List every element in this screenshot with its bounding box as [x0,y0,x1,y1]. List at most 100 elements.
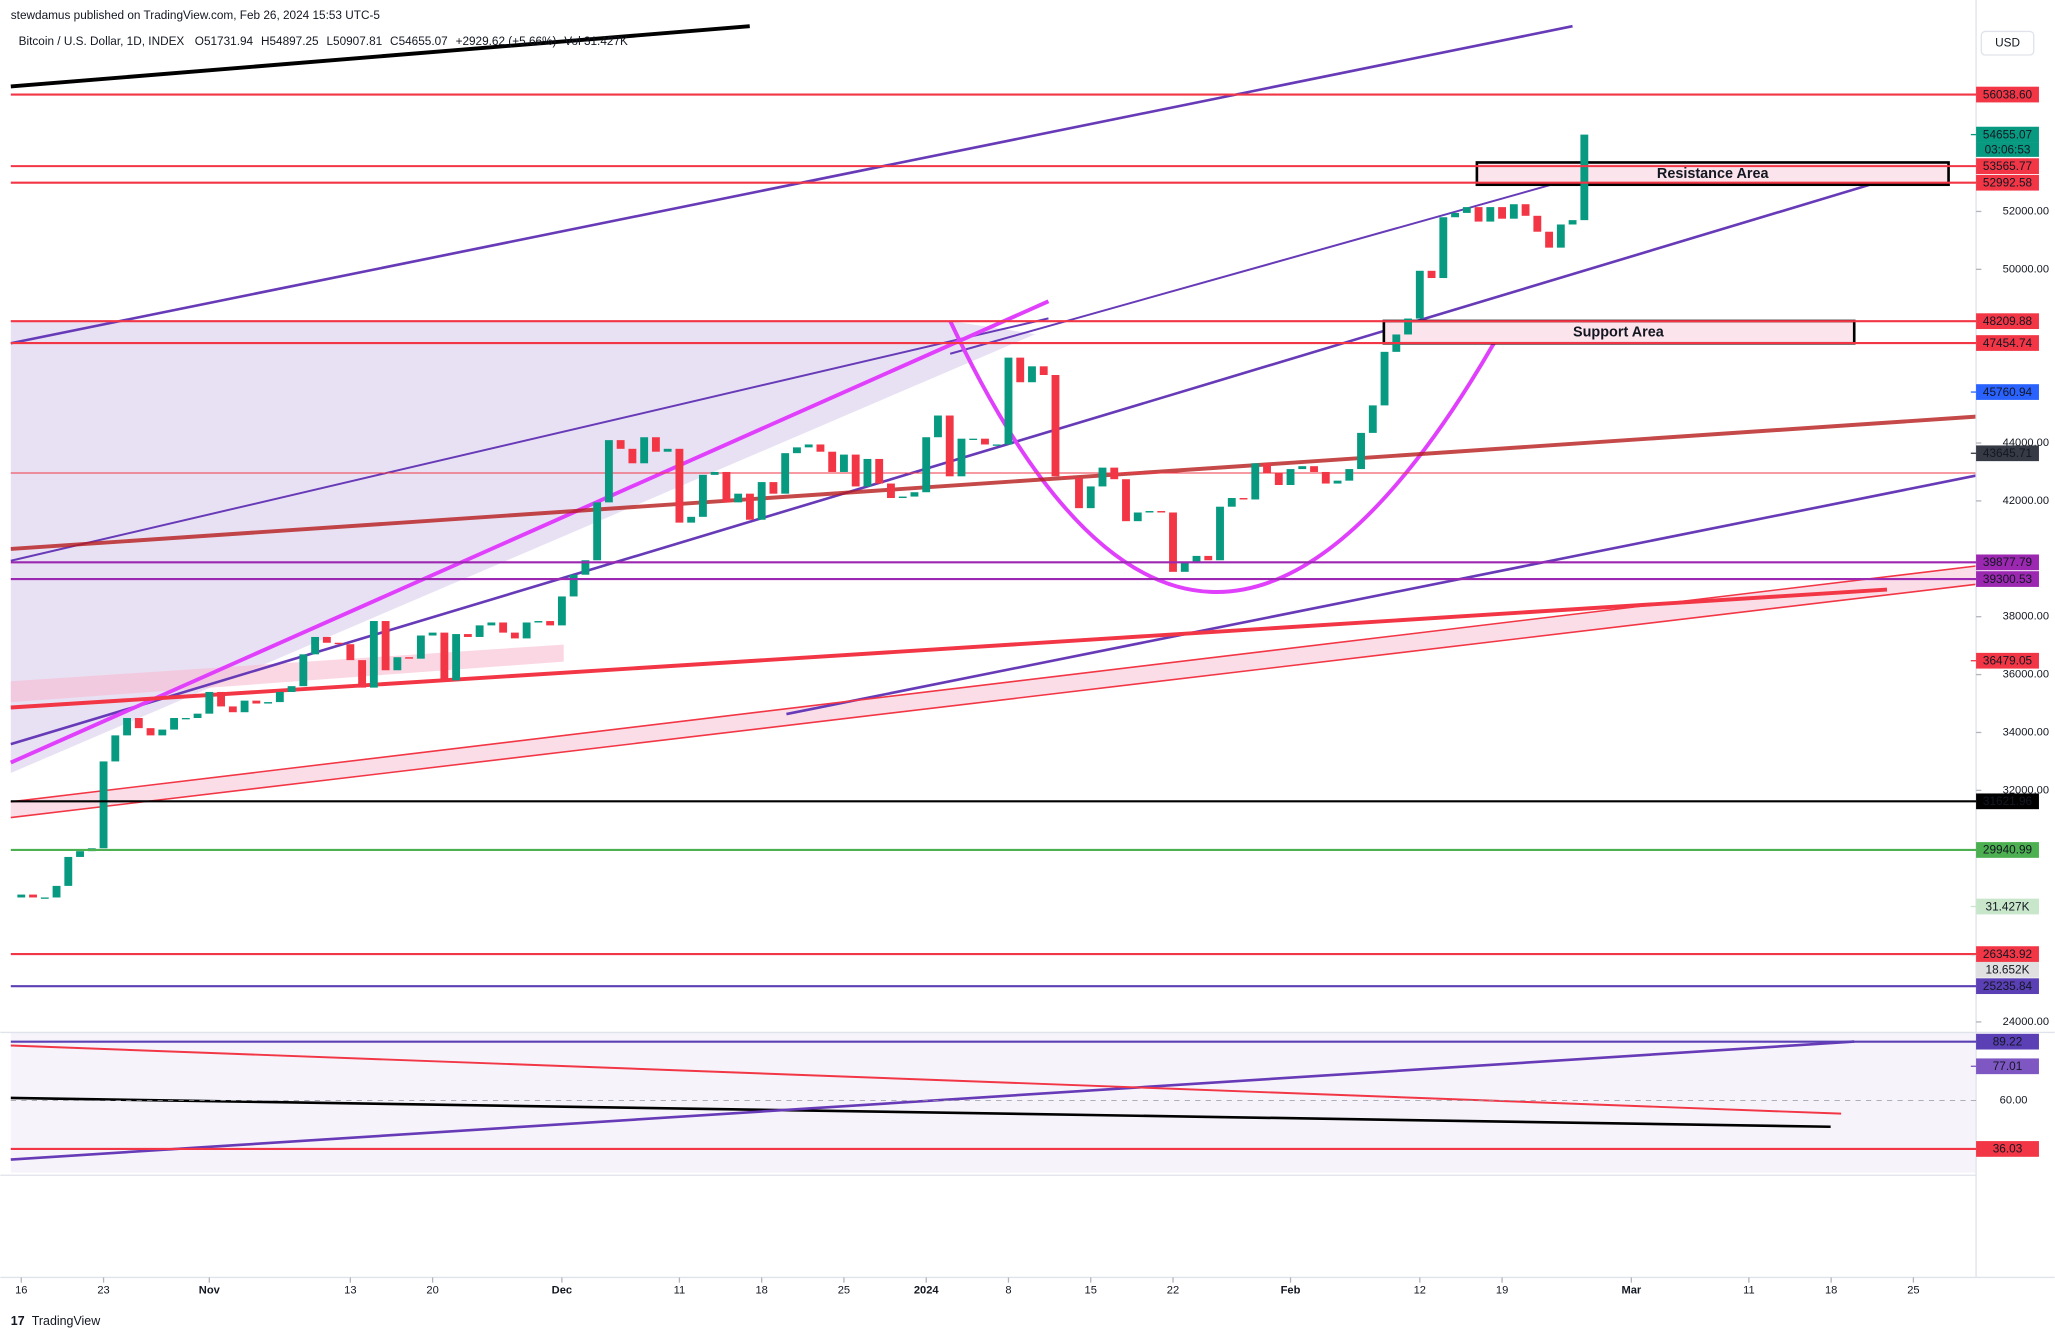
rsi-trendline [10,1040,1855,1161]
pink-band [10,644,564,703]
x-tick-label: 8 [1005,1284,1011,1296]
candle [581,560,590,575]
candle [992,444,1001,446]
shaded-zone [10,320,1036,774]
rsi-trendline [10,1096,1831,1129]
candle [1122,479,1130,522]
candle [1263,463,1271,474]
candle [1227,498,1236,507]
candle [628,448,637,464]
candle [1274,473,1283,485]
candle [1368,405,1377,433]
candle [1380,351,1389,406]
candle [969,438,978,440]
x-tick-label: 13 [344,1284,356,1296]
candle [534,621,543,623]
candle [1286,469,1295,485]
level-label-bg [1976,793,2039,810]
level-label-bg [1976,652,2039,669]
candle [1545,231,1554,248]
candle [499,622,508,633]
candle [346,644,355,661]
x-tick-label: 18 [1825,1284,1837,1296]
candle [1133,512,1142,522]
level-label: 47454.74 [1983,337,2033,350]
candle [863,458,872,487]
candle [981,438,989,445]
candle [1533,215,1542,232]
candle [287,686,296,692]
level-label-bg [1976,946,2039,962]
candle [1239,498,1248,500]
candle [957,438,966,477]
candle [240,700,249,713]
candle [816,444,825,452]
y-tick-label: 52000.00 [2003,205,2049,217]
candle [334,642,343,645]
candle [546,621,555,626]
x-tick-label: 12 [1414,1284,1426,1296]
candle [1568,220,1577,225]
level-label-bg [1976,126,2039,143]
x-tick-label: 18 [755,1284,767,1296]
candle [1310,466,1318,472]
candle [170,718,178,730]
currency-box[interactable] [1980,30,2035,56]
candle [604,440,613,503]
level-label-bg [1976,335,2039,351]
trendline [10,583,1977,819]
candle [228,706,237,713]
candle [1474,207,1483,222]
candle [710,471,719,475]
candle [1521,204,1530,216]
candle [1462,207,1471,213]
candle [1075,477,1083,509]
candle [76,851,84,857]
candle [922,437,931,493]
candle [734,493,743,503]
candle [1157,511,1166,513]
candle [40,897,49,899]
candle [840,454,848,472]
candle [1110,467,1119,480]
drawings [0,0,2055,1279]
candle [1039,366,1048,375]
candle [217,691,226,707]
x-tick-label: 11 [1743,1284,1755,1296]
x-tick-label: Feb [1281,1284,1301,1296]
candle [475,625,484,637]
x-tick-label: 2024 [914,1284,940,1296]
candle [675,448,684,523]
level-label-bg [1976,158,2039,174]
candle [193,713,202,719]
brand: TradingView [32,1314,101,1328]
candle [1333,480,1342,484]
candle [1016,357,1025,383]
y-tick-label: 38000.00 [2003,611,2049,623]
candle [945,415,954,477]
candle [663,448,672,452]
cup-curve [948,320,1496,594]
candle [416,635,425,659]
candles [17,134,1589,899]
candle [52,885,61,898]
y-tick-label: 36000.00 [2003,669,2049,681]
candle [1251,463,1260,500]
candle [146,728,155,736]
candle [687,516,696,523]
candle [134,718,143,729]
currency[interactable]: USD [1995,36,2020,49]
candle [1357,432,1365,470]
x-tick-label: 11 [674,1284,686,1296]
countdown: 03:06:53 [1985,143,2031,156]
level-label-bg [1976,174,2039,191]
candle [934,415,942,438]
candle [1063,476,1072,478]
resistance-label: Resistance Area [1657,166,1770,182]
candle [369,621,378,688]
candle [252,700,261,704]
level-label-bg [1976,842,2039,858]
ohlc-value: +2929.62 (+5.66%) [456,35,557,48]
level-label: 43645.71 [1983,447,2032,460]
